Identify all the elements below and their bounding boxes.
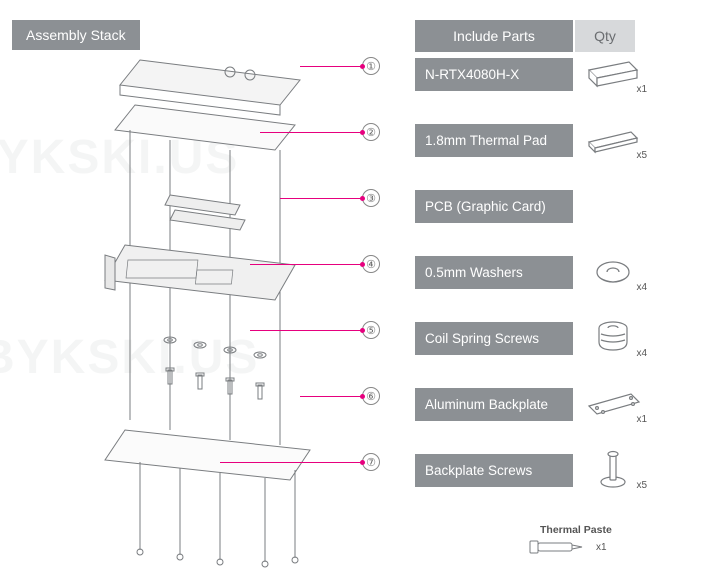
part-row: Aluminum Backplate x1 [415,386,710,422]
part-label: Aluminum Backplate [415,388,573,421]
exploded-diagram [20,50,410,570]
include-parts-label: Include Parts [415,20,573,52]
parts-list: N-RTX4080H-X x1 1.8mm Thermal Pad x5 PCB (Gr… [415,56,710,518]
leader-line [250,330,362,331]
part-icon [573,183,653,229]
leader-line [220,462,362,463]
part-qty: x4 [636,348,647,359]
part-qty: x4 [636,282,647,293]
part-row: 1.8mm Thermal Pad x5 [415,122,710,158]
leader-line [300,396,362,397]
part-label: N-RTX4080H-X [415,58,573,91]
part-label: PCB (Graphic Card) [415,190,573,223]
thermal-paste-qty: x1 [596,542,607,553]
part-label: 1.8mm Thermal Pad [415,124,573,157]
part-qty: x5 [636,150,647,161]
part-row: PCB (Graphic Card) [415,188,710,224]
qty-header-label: Qty [575,20,635,52]
part-qty: x5 [636,480,647,491]
part-icon: x1 [573,51,653,97]
part-icon: x4 [573,315,653,361]
part-row: Coil Spring Screws x4 [415,320,710,356]
part-qty: x1 [636,414,647,425]
part-icon: x4 [573,249,653,295]
leader-line [260,132,362,133]
thermal-paste-label: Thermal Paste [540,524,612,536]
thermal-paste-icon [530,538,590,556]
part-icon: x5 [573,447,653,493]
leader-line [280,198,362,199]
part-qty: x1 [636,84,647,95]
exploded-svg [20,50,410,570]
part-label: 0.5mm Washers [415,256,573,289]
part-row: N-RTX4080H-X x1 [415,56,710,92]
part-icon: x5 [573,117,653,163]
part-row: 0.5mm Washers x4 [415,254,710,290]
leader-line [250,264,362,265]
part-row: Backplate Screws x5 [415,452,710,488]
part-label: Backplate Screws [415,454,573,487]
leader-line [300,66,362,67]
part-icon: x1 [573,381,653,427]
part-label: Coil Spring Screws [415,322,573,355]
assembly-stack-label: Assembly Stack [12,20,140,50]
